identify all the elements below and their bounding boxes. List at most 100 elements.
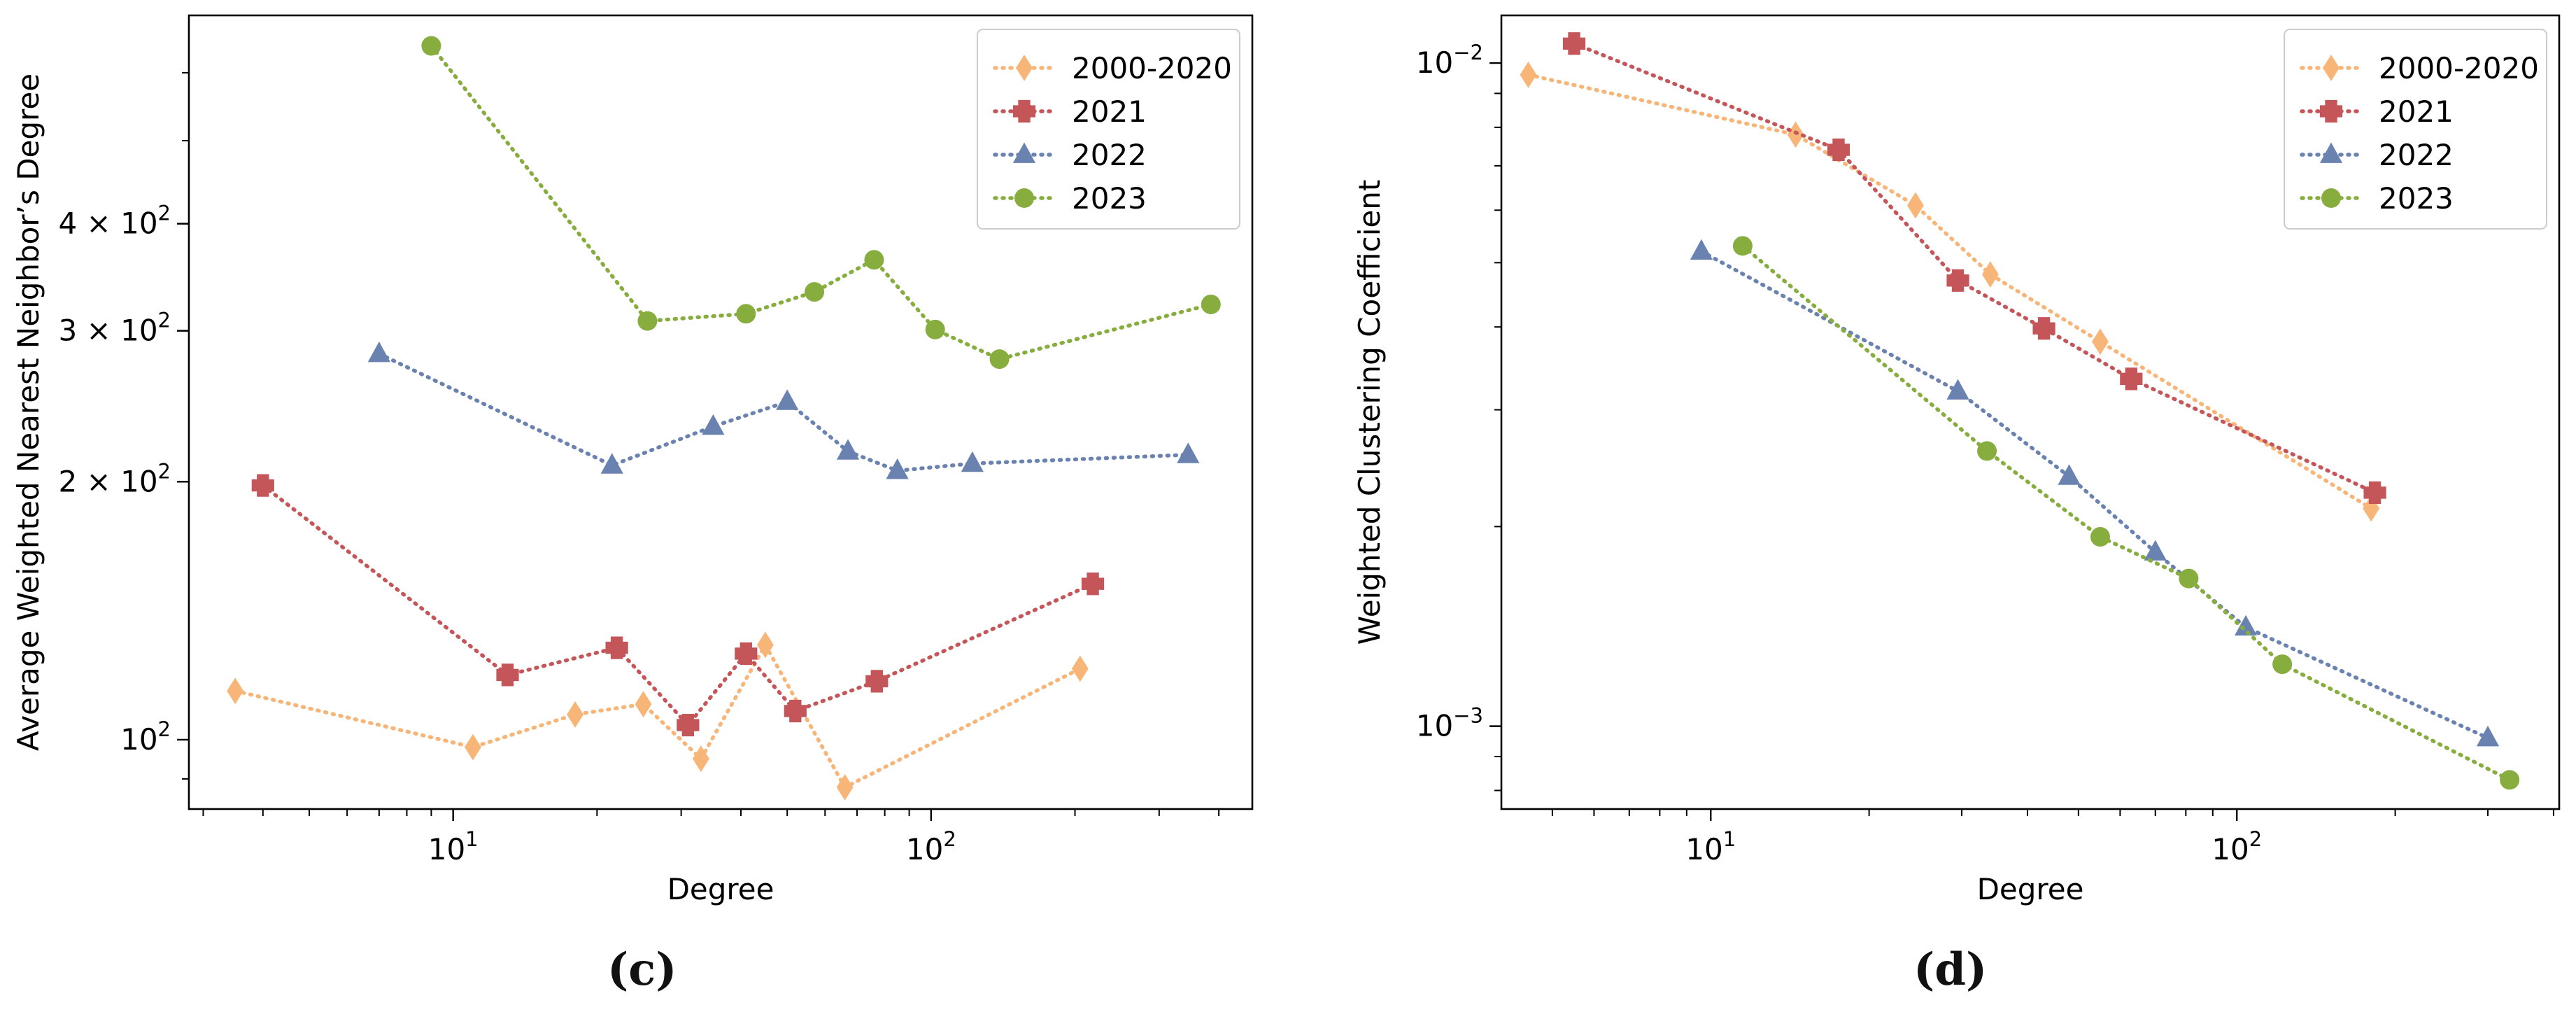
legend-label: 2021 (2379, 94, 2454, 129)
legend-label: 2022 (1072, 138, 1147, 172)
data-point (925, 319, 945, 339)
data-point (677, 713, 700, 737)
legend-item-2023: 2023 (2300, 181, 2454, 216)
legend-marker (1012, 142, 1036, 163)
series-2000-2020 (1520, 62, 2380, 522)
data-point (1177, 442, 1200, 463)
series-line (377, 351, 1191, 473)
data-point (1071, 655, 1089, 682)
data-point (605, 636, 628, 659)
legend-label: 2021 (1072, 94, 1147, 129)
data-point (735, 642, 758, 666)
data-point (961, 451, 984, 472)
data-point (635, 691, 652, 718)
data-point (567, 701, 583, 728)
x-tick-label: 101 (428, 827, 479, 866)
data-point (1981, 261, 1999, 288)
data-point (2363, 495, 2380, 522)
panel-c-chart: 101 102 102 2 × 102 3 × 102 4 × 102 Degree Aver… (11, 14, 1254, 906)
series-line (429, 43, 1213, 362)
data-point (1081, 572, 1105, 596)
y-tick-label: 4 × 102 (58, 202, 171, 241)
data-point (784, 699, 807, 723)
data-point (1201, 294, 1221, 314)
x-tick-label: 101 (1685, 827, 1736, 866)
legend-label: 2000-2020 (2379, 51, 2539, 85)
series-line (1699, 249, 2490, 740)
series-2021 (1562, 32, 2386, 505)
data-point (2476, 725, 2500, 747)
y-tick-label: 10−3 (1416, 704, 1483, 743)
panel-d-chart: 101 102 10−2 10−3 Degree Weighted Clustering … (1352, 14, 2561, 906)
legend-marker (1012, 99, 1036, 123)
legend-marker (2323, 55, 2340, 81)
legend-item-2022: 2022 (2300, 138, 2454, 172)
data-point (1977, 441, 1997, 461)
series-line (1526, 73, 2373, 511)
data-point (251, 474, 274, 497)
legend-marker (1014, 188, 1034, 208)
legend-label: 2023 (1072, 181, 1147, 216)
panel-d-minor-ticks (1494, 92, 2554, 816)
data-point (496, 663, 519, 687)
x-tick-label: 102 (2211, 827, 2262, 866)
data-point (865, 670, 889, 693)
data-point (693, 745, 709, 773)
data-point (2092, 328, 2109, 356)
legend-box (977, 29, 1240, 230)
legend-marker (1016, 55, 1033, 81)
data-point (2179, 568, 2199, 589)
data-point (1732, 236, 1753, 256)
data-point (805, 282, 825, 302)
y-axis-label: Average Weighted Nearest Neighbor’s Degr… (11, 73, 45, 751)
plot-frame (1500, 14, 2561, 810)
series-2021 (251, 474, 1105, 737)
data-point (637, 311, 658, 331)
data-point (1690, 239, 1713, 260)
panel-label-c: (c) (607, 943, 677, 996)
data-point (2234, 614, 2258, 636)
data-point (2090, 527, 2110, 547)
data-point (1827, 138, 1850, 162)
x-axis-label: Degree (1977, 872, 2084, 906)
data-point (2272, 654, 2293, 675)
x-tick-label: 102 (906, 827, 956, 866)
y-axis-label: Weighted Clustering Coefficient (1352, 180, 1387, 645)
legend: 2000-2020 2021 2022 2023 (2284, 29, 2547, 230)
legend-item-2021: 2021 (2300, 94, 2454, 129)
series-line (1572, 41, 2377, 495)
data-point (836, 773, 854, 801)
series-2023 (421, 36, 1221, 370)
data-point (836, 439, 860, 460)
data-point (227, 677, 244, 705)
data-point (1946, 379, 1969, 400)
data-point (736, 304, 756, 324)
series-line (261, 483, 1095, 729)
data-point (776, 389, 799, 410)
data-point (367, 342, 390, 363)
legend-item-2000-2020: 2000-2020 (993, 51, 1232, 85)
data-point (2144, 540, 2167, 561)
data-point (989, 349, 1010, 370)
series-2000-2020 (227, 631, 1089, 801)
legend-label: 2000-2020 (1072, 51, 1232, 85)
data-point (1520, 62, 1537, 88)
legend: 2000-2020 2021 2022 2023 (977, 29, 1240, 230)
data-point (2032, 317, 2055, 340)
legend-item-2000-2020: 2000-2020 (2300, 51, 2539, 85)
series-line (1741, 244, 2512, 782)
data-point (757, 631, 774, 659)
legend-marker (2319, 142, 2343, 163)
panel-label-d: (d) (1913, 943, 1988, 996)
legend-label: 2023 (2379, 181, 2454, 216)
legend-label: 2022 (2379, 138, 2454, 172)
data-point (2058, 464, 2081, 485)
legend-item-2023: 2023 (993, 181, 1147, 216)
legend-item-2021: 2021 (993, 94, 1147, 129)
plot-frame (187, 14, 1254, 810)
y-tick-label: 102 (120, 717, 171, 757)
data-point (421, 36, 441, 56)
data-point (1787, 121, 1804, 148)
x-axis-label: Degree (667, 872, 774, 906)
